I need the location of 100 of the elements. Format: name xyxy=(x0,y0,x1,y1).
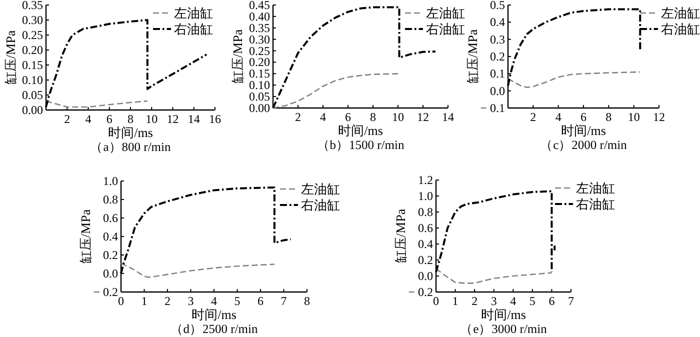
y-tick-label: 0.6 xyxy=(418,221,433,235)
y-tick-label: 0.20 xyxy=(249,55,270,70)
x-tick-label: 7 xyxy=(280,294,287,308)
y-axis-title: 缸压/MPa xyxy=(230,29,245,84)
y-tick-label: 0.4 xyxy=(490,15,505,30)
x-tick-label: 16 xyxy=(209,112,221,126)
x-tick-label: 8 xyxy=(304,294,310,308)
y-tick-label: 0.0 xyxy=(418,269,433,283)
text: （d）2500 r/min xyxy=(170,322,258,336)
y-tick-label: 0.10 xyxy=(22,73,43,87)
x-tick-label: 12 xyxy=(166,112,179,126)
x-tick-label: 2 xyxy=(530,110,536,124)
x-tick-label: 4 xyxy=(510,294,516,308)
y-tick-label: 0.0 xyxy=(490,84,505,98)
x-axis-title: 时间/ms xyxy=(192,307,236,322)
x-tick-label: 8 xyxy=(606,110,612,124)
y-tick-label: 0.5 xyxy=(490,0,505,12)
legend-label: 左油缸 xyxy=(661,6,700,20)
y-axis-title: 缸压/MPa xyxy=(3,30,18,85)
x-tick-label: 5 xyxy=(529,294,536,308)
y-tick-label: 0.40 xyxy=(249,9,270,24)
x-tick-label: 12 xyxy=(653,110,665,124)
text: （e）3000 r/min xyxy=(460,322,548,336)
x-tick-label: 14 xyxy=(188,112,200,126)
x-tick-label: 6 xyxy=(580,110,586,124)
x-axis-title: 时间/ms xyxy=(108,125,153,140)
legend-label: 右油缸 xyxy=(661,22,700,36)
x-axis-title: 时间/ms xyxy=(561,123,606,138)
x-axis-title: 时间/ms xyxy=(338,123,383,138)
legend-label: 右油缸 xyxy=(174,22,213,36)
y-tick-label: 0.00 xyxy=(249,101,270,115)
y-tick-label: 0.20 xyxy=(22,43,43,57)
y-tick-label: 0.6 xyxy=(103,211,118,225)
y-tick-label: 0.35 xyxy=(249,20,270,35)
x-tick-label: 10 xyxy=(392,110,404,124)
y-tick-label: 0.3 xyxy=(490,32,505,46)
y-tick-label: 0.05 xyxy=(249,90,270,104)
x-tick-label: 6 xyxy=(106,112,112,126)
y-tick-label: 0.15 xyxy=(22,58,43,72)
y-tick-label: 0.35 xyxy=(22,0,43,12)
legend-label: 右油缸 xyxy=(301,198,340,212)
y-tick-label: 0.2 xyxy=(490,50,505,64)
x-tick-label: 14 xyxy=(442,110,454,124)
x-tick-label: 5 xyxy=(234,294,240,308)
y-tick-label: 0.05 xyxy=(22,88,43,102)
x-tick-label: 0 xyxy=(433,294,439,308)
x-tick-label: 8 xyxy=(128,112,134,126)
x-tick-label: 12 xyxy=(417,110,429,124)
x-tick-label: 1 xyxy=(141,294,148,308)
x-tick-label: 10 xyxy=(146,112,158,126)
x-tick-label: 10 xyxy=(628,110,640,124)
x-tick-label: 8 xyxy=(370,110,376,124)
x-tick-label: 6 xyxy=(345,110,351,124)
legend-label: 左油缸 xyxy=(174,6,213,20)
y-tick-label: 1.2 xyxy=(418,173,433,187)
y-axis-title: 缸压/MPa xyxy=(393,208,408,264)
y-tick-label: 0.30 xyxy=(249,32,270,46)
x-tick-label: 3 xyxy=(490,294,497,308)
y-tick-label: 0.10 xyxy=(249,78,270,92)
y-tick-label: 1.0 xyxy=(418,189,433,203)
x-tick-label: 6 xyxy=(258,294,264,308)
x-tick-label: 0 xyxy=(118,294,124,308)
y-tick-label: 0.0 xyxy=(103,266,118,280)
y-tick-label: 0.8 xyxy=(103,192,118,206)
x-tick-label: 4 xyxy=(320,110,326,124)
y-tick-label: 1.0 xyxy=(103,174,118,188)
x-tick-label: 2 xyxy=(472,294,478,308)
legend-label: 左油缸 xyxy=(576,180,615,196)
y-tick-label: 0.1 xyxy=(490,66,505,81)
x-tick-label: 6 xyxy=(548,294,555,308)
legend-label: 右油缸 xyxy=(576,196,615,212)
y-tick-label: 0.4 xyxy=(103,230,118,244)
x-tick-label: 2 xyxy=(295,110,301,124)
text: （b）1500 r/min xyxy=(316,138,405,152)
y-tick-label: 0.2 xyxy=(418,253,433,267)
y-tick-label: − 0.2 xyxy=(93,285,118,299)
y-axis-title: 缸压/MPa xyxy=(465,29,480,84)
y-tick-label: 0.8 xyxy=(418,205,433,219)
y-tick-label: 0.2 xyxy=(103,248,118,262)
x-tick-label: 2 xyxy=(164,294,170,308)
y-tick-label: 0.25 xyxy=(22,28,43,42)
text: （c）2000 r/min xyxy=(540,138,628,152)
legend-label: 左油缸 xyxy=(426,6,465,20)
x-axis-title: 时间/ms xyxy=(481,307,526,322)
legend-label: 右油缸 xyxy=(426,22,465,36)
y-tick-label: 0.25 xyxy=(249,44,270,58)
y-tick-label: 0.00 xyxy=(22,103,43,117)
y-axis-title: 缸压/MPa xyxy=(78,209,93,264)
y-tick-label: 0.4 xyxy=(418,237,433,251)
x-tick-label: 4 xyxy=(85,112,92,126)
y-tick-label: 0.15 xyxy=(249,66,270,81)
legend-label: 左油缸 xyxy=(301,182,340,196)
x-tick-label: 7 xyxy=(568,294,574,308)
x-tick-label: 1 xyxy=(452,294,458,308)
x-tick-label: 2 xyxy=(64,112,70,126)
x-tick-label: 4 xyxy=(211,294,217,308)
text: （a）800 r/min xyxy=(90,140,172,154)
y-tick-label: 0.45 xyxy=(249,0,270,12)
x-tick-label: 4 xyxy=(555,110,562,124)
y-tick-label: − 0.1 xyxy=(480,101,505,115)
